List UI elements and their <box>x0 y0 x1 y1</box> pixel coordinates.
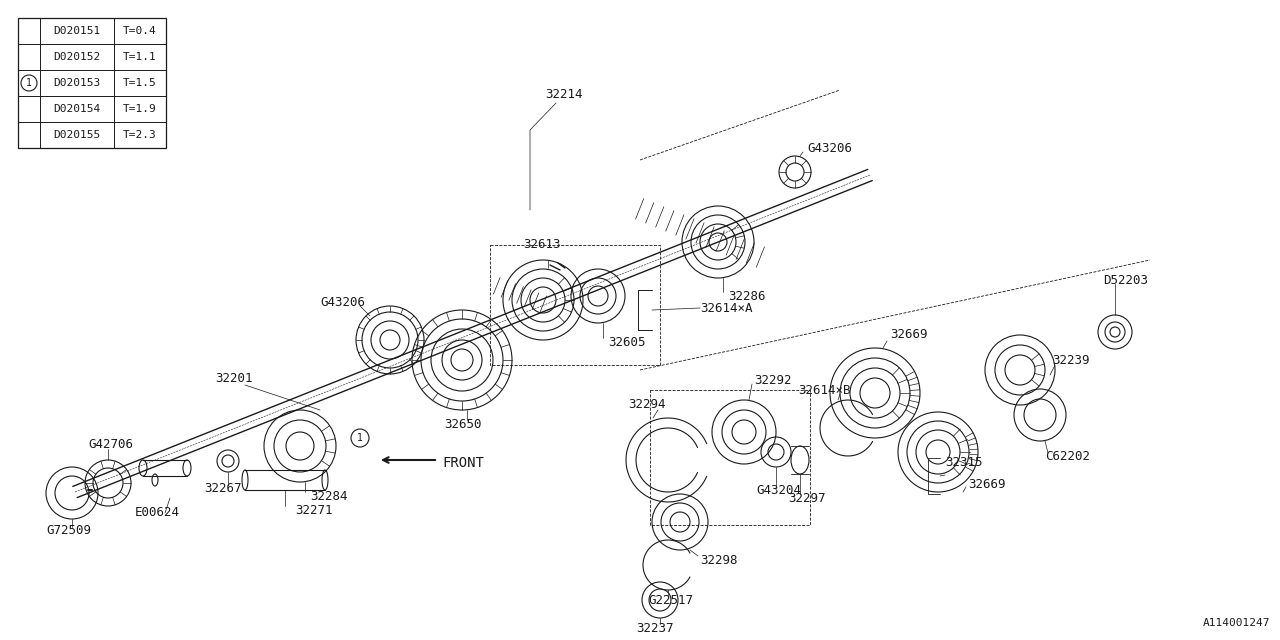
Text: 32239: 32239 <box>1052 353 1089 367</box>
Text: E00624: E00624 <box>134 506 180 520</box>
Text: 32669: 32669 <box>890 328 928 342</box>
Text: A114001247: A114001247 <box>1202 618 1270 628</box>
Text: FRONT: FRONT <box>442 456 484 470</box>
Text: T=1.9: T=1.9 <box>123 104 157 114</box>
Text: T=1.5: T=1.5 <box>123 78 157 88</box>
Text: 32315: 32315 <box>945 456 983 468</box>
Text: D020151: D020151 <box>54 26 101 36</box>
Text: G22517: G22517 <box>648 593 692 607</box>
Text: 32650: 32650 <box>444 419 481 431</box>
Text: T=0.4: T=0.4 <box>123 26 157 36</box>
Text: 32297: 32297 <box>788 492 826 504</box>
Text: 32614×A: 32614×A <box>700 301 753 314</box>
Text: 32201: 32201 <box>215 371 252 385</box>
Text: 32298: 32298 <box>700 554 737 566</box>
Text: 32614×B: 32614×B <box>797 383 850 397</box>
Text: 32267: 32267 <box>205 483 242 495</box>
Text: T=1.1: T=1.1 <box>123 52 157 62</box>
Text: 32605: 32605 <box>608 335 645 349</box>
Text: D52203: D52203 <box>1103 273 1148 287</box>
Bar <box>18 18 166 148</box>
Text: 32292: 32292 <box>754 374 791 387</box>
Text: G43206: G43206 <box>806 141 852 154</box>
Text: 32214: 32214 <box>545 88 582 102</box>
Text: 32271: 32271 <box>294 504 333 516</box>
Text: 32294: 32294 <box>628 399 666 412</box>
Text: G42706: G42706 <box>88 438 133 451</box>
Text: D020154: D020154 <box>54 104 101 114</box>
Text: D020153: D020153 <box>54 78 101 88</box>
Text: D020152: D020152 <box>54 52 101 62</box>
Text: 32286: 32286 <box>728 291 765 303</box>
Text: 32284: 32284 <box>310 490 347 502</box>
Text: D020155: D020155 <box>54 130 101 140</box>
Text: G43204: G43204 <box>756 483 801 497</box>
Text: G72509: G72509 <box>46 525 91 538</box>
Text: 32237: 32237 <box>636 621 673 634</box>
Text: C62202: C62202 <box>1044 451 1091 463</box>
Text: 1: 1 <box>357 433 364 443</box>
Text: G43206: G43206 <box>320 296 365 308</box>
Text: 32613: 32613 <box>524 239 561 252</box>
Text: 32669: 32669 <box>968 477 1006 490</box>
Text: T=2.3: T=2.3 <box>123 130 157 140</box>
Text: 1: 1 <box>26 78 32 88</box>
